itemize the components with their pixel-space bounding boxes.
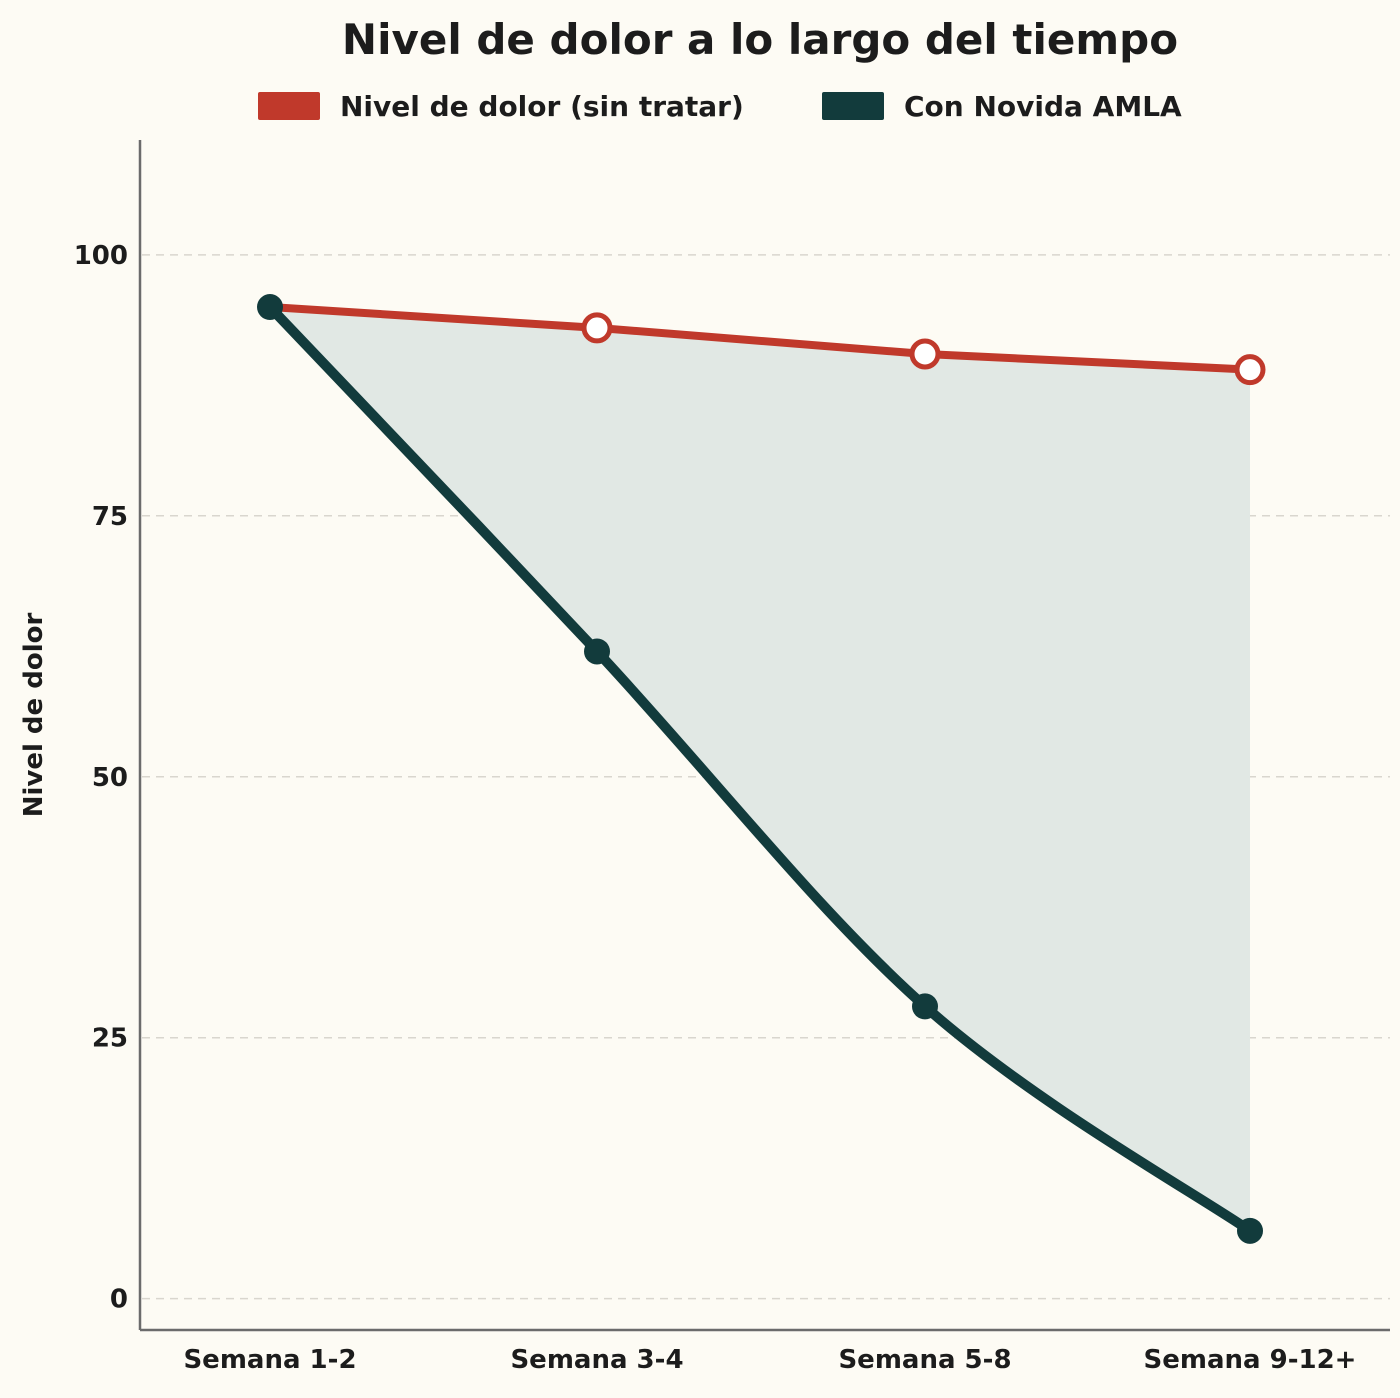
series-line-novida — [265, 302, 1255, 1236]
x-tick-label-2: Semana 3-4 — [510, 1345, 683, 1375]
legend-item-untreated: Nivel de dolor (sin tratar) — [258, 90, 744, 123]
marker-novida-4 — [1237, 1217, 1263, 1244]
chart-title: Nivel de dolor a lo largo del tiempo — [342, 15, 1178, 64]
legend-item-novida: Con Novida AMLA — [822, 90, 1182, 123]
y-tick-label-50: 50 — [92, 763, 128, 793]
legend: Nivel de dolor (sin tratar) Con Novida A… — [258, 90, 1182, 123]
markers — [257, 294, 1266, 1244]
y-axis-label: Nivel de dolor — [19, 613, 49, 818]
tick-labels: 0 25 50 75 100 Semana 1-2 Semana 3-4 Semana 5-8… — [74, 241, 1357, 1375]
marker-untreated-4 — [1234, 354, 1266, 386]
legend-swatch-novida — [822, 92, 884, 120]
marker-novida-1 — [257, 294, 283, 321]
legend-label-untreated: Nivel de dolor (sin tratar) — [340, 90, 744, 123]
x-tick-label-3: Semana 5-8 — [838, 1345, 1011, 1375]
x-tick-label-1: Semana 1-2 — [183, 1345, 356, 1375]
y-tick-label-75: 75 — [92, 502, 128, 532]
series-line-untreated — [266, 303, 1254, 374]
area-between-series — [270, 307, 1250, 1231]
legend-label-novida: Con Novida AMLA — [904, 90, 1182, 123]
legend-swatch-untreated — [258, 92, 320, 120]
axes — [138, 140, 1390, 1332]
marker-novida-2 — [584, 638, 610, 665]
marker-untreated-3 — [909, 338, 941, 370]
x-tick-label-4: Semana 9-12+ — [1144, 1345, 1357, 1375]
marker-novida-3 — [912, 993, 938, 1020]
y-tick-label-0: 0 — [110, 1285, 128, 1315]
y-tick-label-100: 100 — [74, 241, 128, 271]
y-tick-label-25: 25 — [92, 1024, 128, 1054]
marker-untreated-2 — [581, 312, 613, 344]
